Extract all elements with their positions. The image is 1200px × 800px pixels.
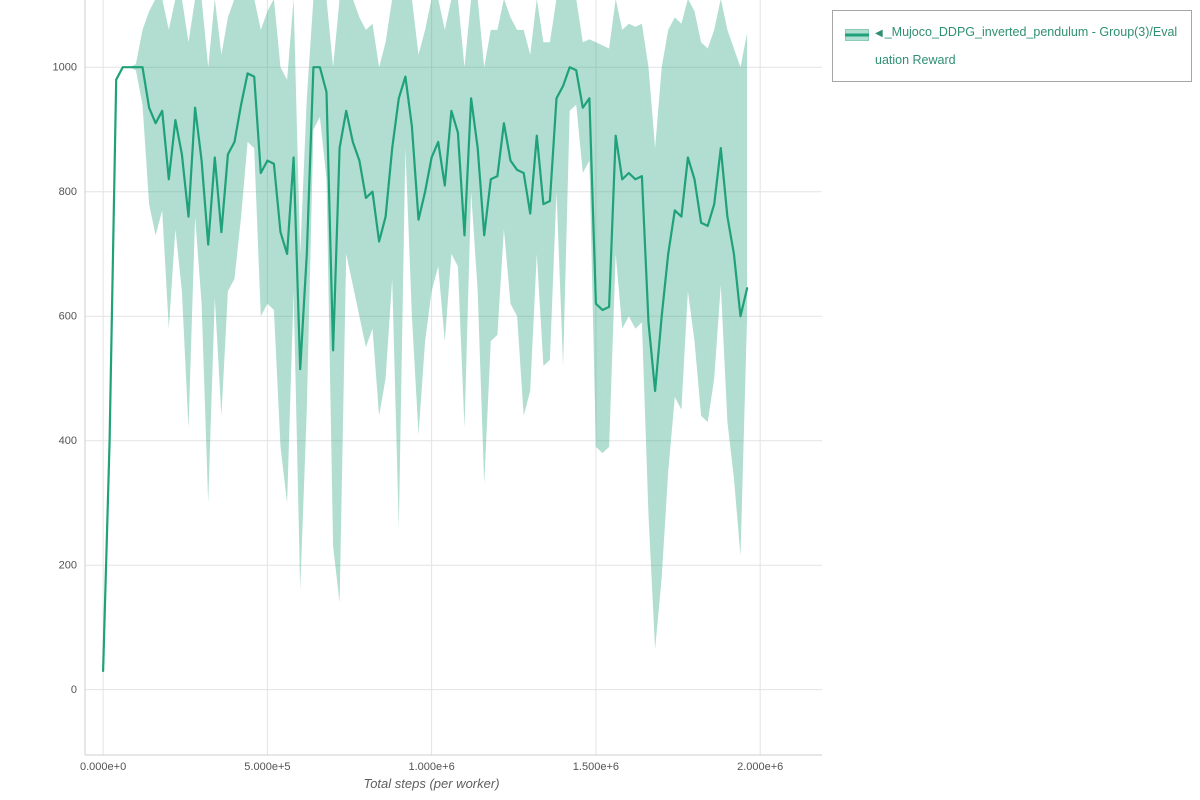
y-tick-label: 1000 (53, 62, 77, 74)
y-tick-label: 200 (59, 560, 77, 572)
series-swatch-icon (845, 29, 869, 41)
legend-series-label: _Mujoco_DDPG_inverted_pendulum - Group(3… (875, 25, 1178, 67)
series-line (102, 66, 749, 673)
collapse-triangle-icon[interactable]: ◀ (875, 28, 883, 39)
x-tick-label: 0.000e+0 (80, 761, 126, 773)
x-tick-label: 1.000e+6 (409, 761, 455, 773)
x-tick-label: 5.000e+5 (244, 761, 290, 773)
y-tick-label: 0 (71, 684, 77, 696)
legend-series-swatch (845, 25, 869, 51)
legend-entry[interactable]: ◀ _Mujoco_DDPG_inverted_pendulum - Group(… (875, 19, 1179, 73)
y-tick-label: 400 (59, 435, 77, 447)
x-axis-label: Total steps (per worker) (363, 776, 500, 791)
x-tick-label: 2.000e+6 (737, 761, 783, 773)
y-tick-label: 600 (59, 311, 77, 323)
legend[interactable]: ◀ _Mujoco_DDPG_inverted_pendulum - Group(… (832, 10, 1192, 82)
x-tick-label: 1.500e+6 (573, 761, 619, 773)
y-tick-label: 800 (59, 186, 77, 198)
